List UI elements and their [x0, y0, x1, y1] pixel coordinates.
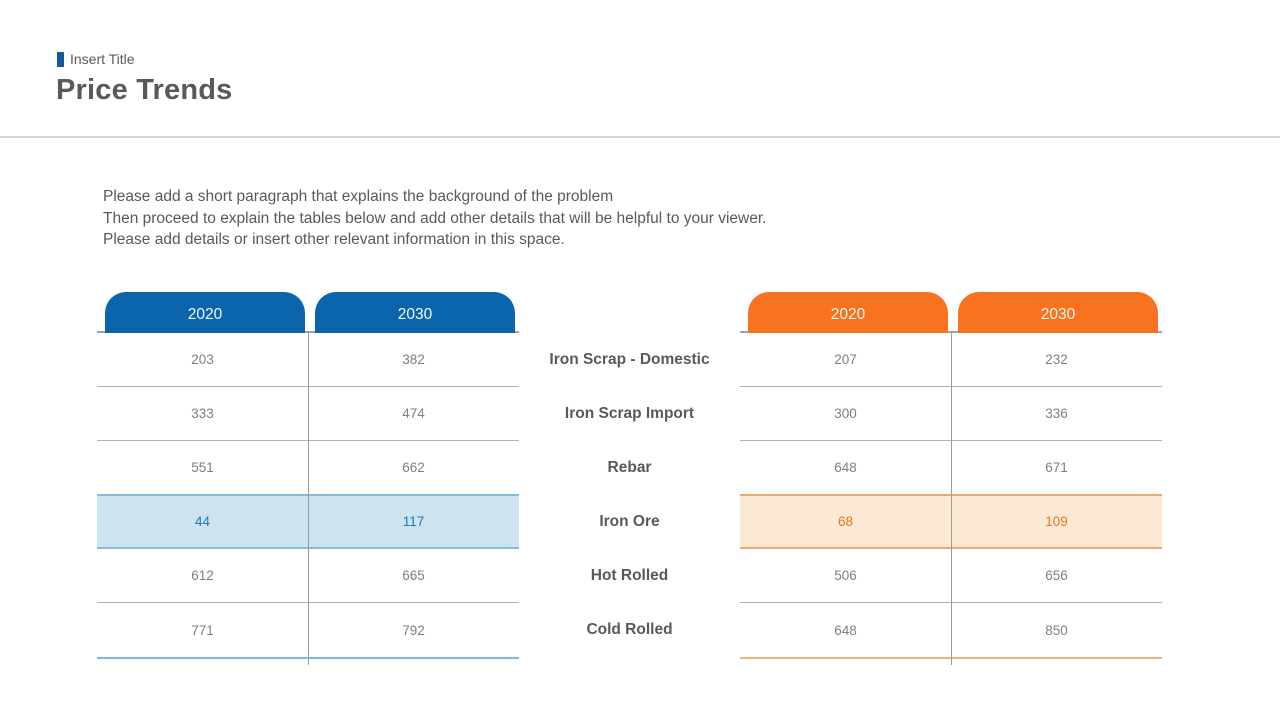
- intro-paragraph: Please add a short paragraph that explai…: [103, 186, 766, 251]
- table-cell: 382: [402, 352, 425, 367]
- row-label: Iron Scrap Import: [564, 405, 695, 422]
- table-cell: 117: [402, 514, 425, 529]
- table-cell: 336: [1045, 406, 1068, 421]
- table-cell: 671: [1045, 460, 1068, 475]
- table-cell: 648: [834, 460, 857, 475]
- row-label: Hot Rolled: [590, 567, 669, 584]
- tables-section: 2020 2030 203 382 333 474 551 662 44 117…: [97, 290, 1162, 665]
- table-cell: 203: [191, 352, 214, 367]
- table-cell: 207: [834, 352, 857, 367]
- intro-line-3: Please add details or insert other relev…: [103, 231, 565, 248]
- table-cell: 506: [834, 568, 857, 583]
- table-cell: 232: [1045, 352, 1068, 367]
- table-cell: 612: [191, 568, 214, 583]
- intro-line-1: Please add a short paragraph that explai…: [103, 188, 614, 205]
- table-cell: 662: [402, 460, 425, 475]
- price-table-right-header: 2020 2030: [740, 290, 1162, 333]
- column-header-2030: 2030: [958, 292, 1158, 333]
- header-divider: [0, 136, 1280, 138]
- table-cell: 109: [1045, 514, 1068, 529]
- table-cell: 44: [194, 514, 211, 529]
- intro-line-2: Then proceed to explain the tables below…: [103, 209, 767, 227]
- column-divider: [951, 333, 952, 665]
- table-cell: 551: [191, 460, 214, 475]
- row-label: Iron Ore: [599, 513, 660, 530]
- table-cell: 850: [1045, 622, 1068, 638]
- table-cell: 792: [402, 622, 425, 638]
- table-cell: 665: [402, 568, 425, 583]
- column-header-2020: 2020: [105, 292, 305, 333]
- price-table-left-header: 2020 2030: [97, 290, 519, 333]
- row-label: Iron Scrap - Domestic: [549, 351, 710, 368]
- table-row: 648 850: [740, 603, 1162, 657]
- column-divider: [308, 333, 309, 665]
- price-table-left: 2020 2030 203 382 333 474 551 662 44 117…: [97, 290, 519, 665]
- page-title: Price Trends: [56, 74, 233, 106]
- table-cell: 333: [191, 406, 214, 421]
- kicker-accent-square: [57, 51, 64, 67]
- table-cell: 68: [837, 514, 854, 529]
- kicker-label: Insert Title: [70, 51, 135, 67]
- column-header-2020: 2020: [748, 292, 948, 333]
- table-cell: 656: [1045, 568, 1068, 583]
- table-cell: 300: [834, 406, 857, 421]
- price-table-right: 2020 2030 207 232 300 336 648 671 68 109…: [740, 290, 1162, 665]
- table-cell: 771: [191, 622, 214, 638]
- row-label: Rebar: [607, 459, 652, 476]
- row-labels-column: Iron Scrap - Domestic Iron Scrap Import …: [519, 290, 740, 659]
- table-row: 771 792: [97, 603, 519, 657]
- column-header-2030: 2030: [315, 292, 515, 333]
- table-cell: 648: [834, 622, 857, 638]
- row-label: Cold Rolled: [586, 621, 673, 638]
- slide-kicker: Insert Title: [57, 51, 135, 67]
- table-cell: 474: [402, 406, 425, 421]
